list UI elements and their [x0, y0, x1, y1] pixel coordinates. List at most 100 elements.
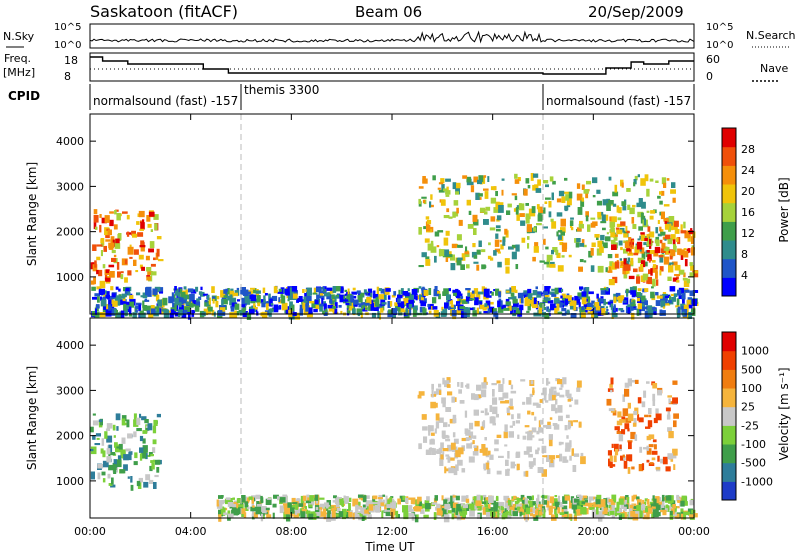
- data-cell-region-2: [507, 203, 512, 208]
- data-cell-region-3: [636, 241, 643, 250]
- data-cell-region-1: [303, 502, 306, 508]
- data-cell-region-1: [217, 310, 223, 316]
- data-cell-region-1: [155, 294, 160, 302]
- data-cell-region-0: [120, 449, 126, 457]
- data-cell-region-1: [596, 494, 602, 500]
- data-cell-region-1: [188, 302, 192, 306]
- data-cell-region-1: [329, 290, 334, 294]
- data-cell-region-1: [273, 307, 279, 313]
- data-cell-region-1: [269, 308, 274, 311]
- data-cell-region-1: [319, 303, 323, 312]
- data-cell-region-1: [451, 310, 457, 317]
- data-cell-region-1: [272, 503, 277, 508]
- data-cell-region-1: [470, 307, 474, 311]
- data-cell-region-2: [651, 260, 656, 263]
- data-cell-region-0: [140, 244, 145, 252]
- data-cell-region-1: [576, 502, 582, 506]
- date-title: 20/Sep/2009: [588, 3, 684, 21]
- data-cell-region-3: [667, 395, 672, 398]
- data-cell-region-2: [650, 210, 656, 214]
- data-cell-region-3: [664, 221, 667, 224]
- data-cell-region-1: [366, 500, 373, 507]
- data-cell-region-1: [129, 301, 135, 308]
- data-cell-region-1: [115, 286, 119, 290]
- data-cell-region-0: [153, 482, 157, 489]
- data-cell-region-1: [146, 310, 151, 314]
- data-cell-region-1: [660, 300, 666, 308]
- data-cell-region-1: [345, 303, 350, 306]
- data-cell-region-1: [576, 509, 582, 516]
- data-cell-region-2: [516, 214, 520, 221]
- data-cell-region-2: [569, 404, 572, 408]
- data-cell-region-2: [447, 391, 453, 396]
- data-cell-region-2: [555, 249, 559, 256]
- data-cell-region-1: [225, 507, 228, 511]
- data-cell-region-2: [484, 437, 487, 441]
- data-cell-region-2: [504, 424, 508, 433]
- data-cell-region-1: [229, 290, 234, 295]
- data-cell-region-2: [435, 413, 440, 421]
- data-cell-region-3: [653, 417, 658, 424]
- data-cell-region-2: [452, 432, 456, 438]
- data-cell-region-1: [417, 496, 422, 502]
- data-cell-region-1: [287, 292, 293, 301]
- data-cell-region-1: [281, 295, 286, 304]
- data-cell-region-0: [126, 419, 130, 428]
- data-cell-region-3: [683, 221, 686, 229]
- data-cell-region-2: [541, 445, 547, 454]
- data-cell-region-2: [510, 384, 514, 390]
- data-cell-region-1: [646, 499, 650, 505]
- data-cell-region-3: [644, 414, 649, 418]
- data-cell-region-2: [490, 186, 497, 191]
- data-cell-region-2: [430, 438, 435, 443]
- data-cell-region-2: [586, 180, 592, 185]
- data-cell-region-1: [334, 513, 339, 517]
- data-cell-region-2: [537, 447, 540, 451]
- data-cell-region-3: [673, 413, 679, 419]
- data-cell-region-1: [103, 293, 106, 298]
- data-cell-region-1: [121, 293, 127, 298]
- data-cell-region-2: [505, 459, 509, 466]
- data-cell-region-2: [550, 218, 554, 222]
- data-cell-region-2: [539, 419, 544, 425]
- data-cell-region-0: [156, 236, 162, 240]
- nave-tick-top: 60: [706, 53, 720, 66]
- data-cell-region-1: [226, 291, 233, 295]
- data-cell-region-3: [639, 259, 643, 263]
- data-cell-region-2: [495, 233, 499, 239]
- colorbar-tick-label: 24: [741, 164, 755, 177]
- data-cell-region-1: [336, 508, 341, 512]
- data-cell-region-3: [655, 271, 658, 279]
- data-cell-region-1: [103, 304, 107, 310]
- data-cell-region-2: [458, 219, 463, 226]
- data-cell-region-1: [549, 498, 554, 504]
- data-cell-region-1: [178, 304, 184, 313]
- data-cell-region-1: [602, 507, 608, 515]
- data-cell-region-2: [549, 388, 554, 395]
- data-cell-region-1: [613, 500, 616, 503]
- data-cell-region-1: [581, 501, 586, 504]
- data-cell-region-1: [498, 291, 502, 298]
- data-cell-region-1: [241, 508, 246, 515]
- data-cell-region-1: [291, 497, 296, 505]
- data-cell-region-1: [675, 305, 680, 308]
- data-cell-region-0: [104, 215, 110, 223]
- data-cell-region-1: [183, 299, 187, 304]
- data-cell-region-2: [502, 378, 505, 384]
- data-cell-region-3: [633, 252, 639, 256]
- data-cell-region-0: [151, 462, 155, 470]
- data-cell-region-1: [192, 300, 197, 306]
- data-cell-region-1: [223, 295, 228, 299]
- data-cell-region-1: [536, 498, 539, 506]
- data-cell-region-1: [650, 307, 656, 312]
- data-cell-region-1: [305, 304, 309, 312]
- data-cell-region-2: [529, 393, 533, 397]
- data-cell-region-0: [142, 430, 148, 434]
- data-cell-region-2: [450, 263, 456, 271]
- data-cell-region-2: [620, 265, 625, 268]
- data-cell-region-3: [649, 462, 654, 465]
- data-cell-region-1: [529, 300, 534, 307]
- data-cell-region-2: [543, 394, 547, 401]
- data-cell-region-3: [617, 411, 622, 418]
- data-cell-region-1: [452, 502, 458, 508]
